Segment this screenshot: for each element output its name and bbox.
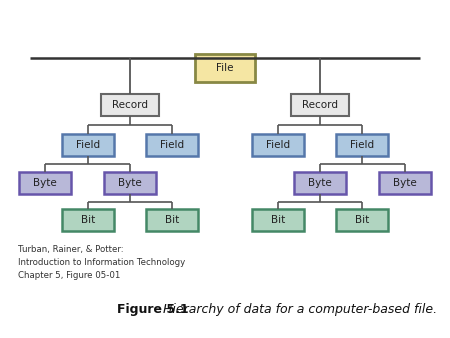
FancyBboxPatch shape — [252, 209, 304, 231]
FancyBboxPatch shape — [101, 94, 159, 116]
Text: Field: Field — [266, 140, 290, 150]
Text: Figure 5.1: Figure 5.1 — [117, 304, 189, 316]
FancyBboxPatch shape — [62, 209, 114, 231]
FancyBboxPatch shape — [146, 209, 198, 231]
Text: Byte: Byte — [118, 178, 142, 188]
FancyBboxPatch shape — [104, 172, 156, 194]
Text: Byte: Byte — [308, 178, 332, 188]
Text: Field: Field — [76, 140, 100, 150]
Text: Turban, Rainer, & Potter:
Introduction to Information Technology
Chapter 5, Figu: Turban, Rainer, & Potter: Introduction t… — [18, 245, 185, 281]
Text: Byte: Byte — [33, 178, 57, 188]
FancyBboxPatch shape — [146, 134, 198, 156]
Text: Hierarchy of data for a computer-based file.: Hierarchy of data for a computer-based f… — [155, 304, 437, 316]
Text: Field: Field — [350, 140, 374, 150]
Text: File: File — [216, 63, 234, 73]
FancyBboxPatch shape — [291, 94, 349, 116]
Text: Record: Record — [302, 100, 338, 110]
FancyBboxPatch shape — [62, 134, 114, 156]
FancyBboxPatch shape — [379, 172, 431, 194]
FancyBboxPatch shape — [195, 54, 255, 82]
Text: Bit: Bit — [271, 215, 285, 225]
Text: Byte: Byte — [393, 178, 417, 188]
Text: Record: Record — [112, 100, 148, 110]
FancyBboxPatch shape — [294, 172, 346, 194]
Text: Bit: Bit — [355, 215, 369, 225]
FancyBboxPatch shape — [336, 209, 388, 231]
Text: Field: Field — [160, 140, 184, 150]
FancyBboxPatch shape — [336, 134, 388, 156]
FancyBboxPatch shape — [19, 172, 71, 194]
FancyBboxPatch shape — [252, 134, 304, 156]
Text: Bit: Bit — [81, 215, 95, 225]
Text: Bit: Bit — [165, 215, 179, 225]
